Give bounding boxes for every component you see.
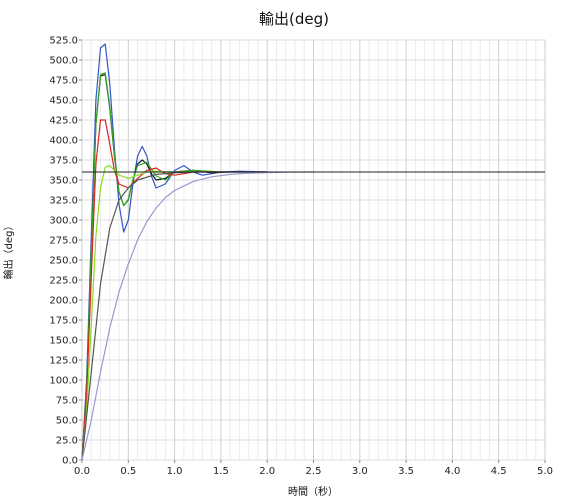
x-tick-label: 2.5 <box>306 466 322 477</box>
y-tick-label: 450.0 <box>49 96 78 107</box>
x-tick-label: 3.0 <box>352 466 368 477</box>
x-axis-ticks: 0.0 0.5 1.0 1.5 2.0 2.5 3.0 3.5 4.0 4.5 5.0 <box>74 460 553 477</box>
y-tick-label: 500.0 <box>49 56 78 67</box>
y-tick-label: 275.0 <box>49 236 78 247</box>
x-tick-label: 2.0 <box>259 466 275 477</box>
y-tick-label: 350.0 <box>49 176 78 187</box>
y-tick-label: 325.0 <box>49 196 78 207</box>
y-tick-label: 250.0 <box>49 256 78 267</box>
y-tick-label: 400.0 <box>49 136 78 147</box>
x-tick-label: 5.0 <box>537 466 553 477</box>
x-tick-label: 4.5 <box>491 466 507 477</box>
chart-title: 輸出(deg) <box>259 10 329 28</box>
x-tick-label: 3.5 <box>398 466 414 477</box>
y-tick-label: 225.0 <box>49 276 78 287</box>
y-tick-label: 150.0 <box>49 336 78 347</box>
x-tick-label: 1.0 <box>167 466 183 477</box>
y-tick-label: 425.0 <box>49 116 78 127</box>
y-axis-label: 輸出（deg） <box>2 221 15 280</box>
y-axis-ticks: 0.0 25.0 50.0 75.0 100.0 125.0 150.0 175.0 200.0… <box>49 36 82 467</box>
y-tick-label: 25.0 <box>56 436 78 447</box>
y-tick-label: 175.0 <box>49 316 78 327</box>
x-tick-label: 4.0 <box>444 466 460 477</box>
x-tick-label: 1.5 <box>213 466 229 477</box>
y-tick-label: 50.0 <box>56 416 78 427</box>
y-tick-label: 475.0 <box>49 76 78 87</box>
y-tick-label: 375.0 <box>49 156 78 167</box>
y-tick-label: 75.0 <box>56 396 78 407</box>
y-tick-label: 0.0 <box>62 456 78 467</box>
x-axis-label: 時間（秒） <box>288 485 338 498</box>
y-tick-label: 100.0 <box>49 376 78 387</box>
y-tick-label: 300.0 <box>49 216 78 227</box>
y-tick-label: 525.0 <box>49 36 78 47</box>
y-tick-label: 125.0 <box>49 356 78 367</box>
x-tick-label: 0.5 <box>120 466 136 477</box>
x-tick-label: 0.0 <box>74 466 90 477</box>
y-tick-label: 200.0 <box>49 296 78 307</box>
